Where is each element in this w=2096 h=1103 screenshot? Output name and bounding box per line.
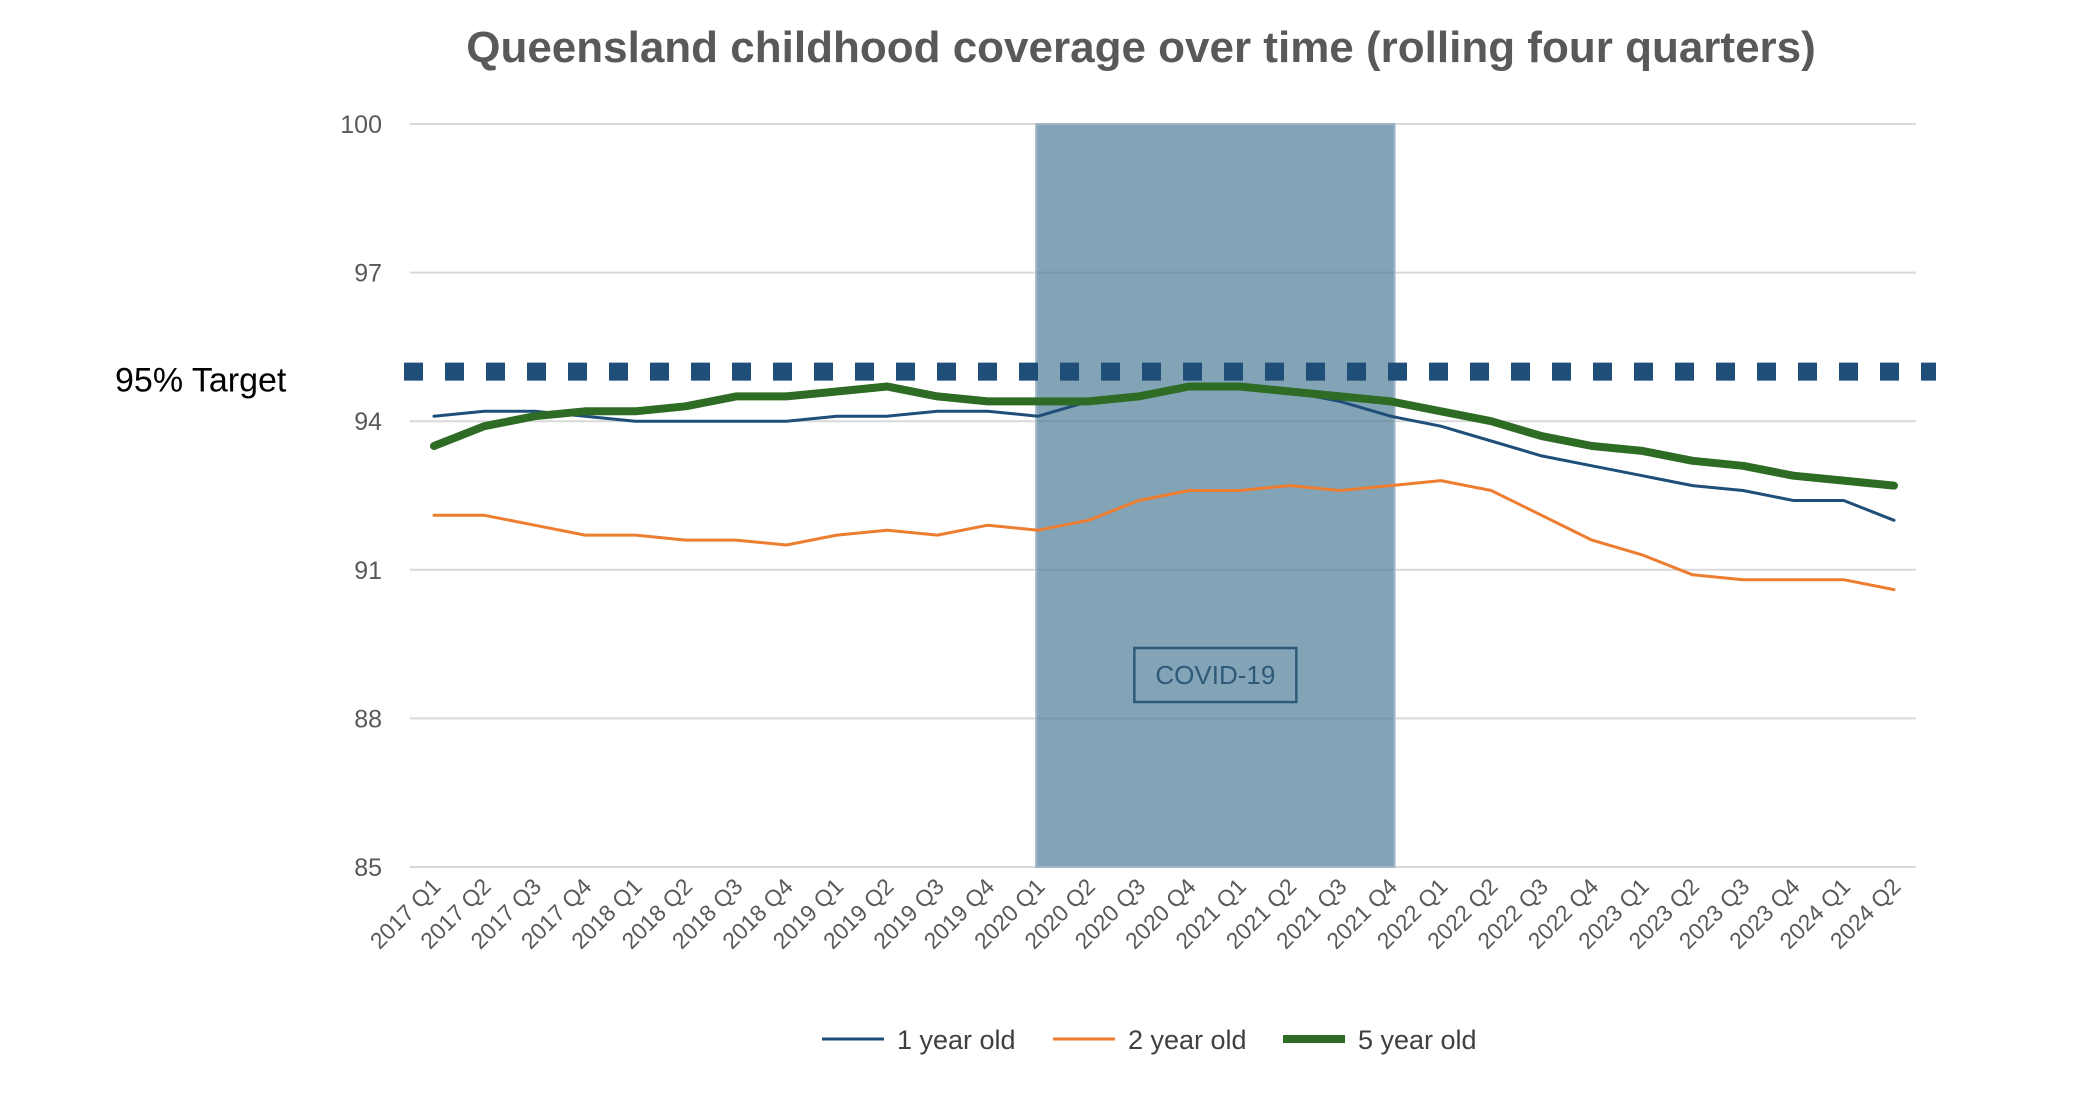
y-tick-91: 91 (354, 557, 382, 585)
target-line-group: 95% Target (115, 362, 1936, 400)
y-tick-88: 88 (354, 705, 382, 733)
covid-label-box (1133, 646, 1298, 704)
legend-label-2: 2 year old (1128, 1025, 1247, 1055)
series-line-2 (432, 479, 1896, 592)
legend-label-1: 1 year old (897, 1025, 1016, 1055)
y-tick-97: 97 (354, 260, 382, 288)
legend-label-3: 5 year old (1358, 1025, 1477, 1055)
series-lines (430, 382, 1898, 592)
target-label: 95% Target (115, 362, 287, 400)
y-tick-94: 94 (354, 408, 382, 436)
series-line-3 (430, 382, 1898, 490)
covid-annotation: COVID-19 (1133, 646, 1298, 704)
y-tick-100: 100 (340, 111, 382, 139)
covid-region-rect (1035, 123, 1396, 868)
legend: 1 year old 2 year old 5 year old (822, 1025, 1477, 1055)
covid-label: COVID-19 (1155, 660, 1275, 690)
chart-title: Queensland childhood coverage over time … (466, 23, 1816, 72)
covid-shaded-region (1035, 123, 1396, 868)
y-tick-85: 85 (354, 854, 382, 882)
y-axis-ticks: 85 88 91 94 97 100 (340, 111, 382, 882)
